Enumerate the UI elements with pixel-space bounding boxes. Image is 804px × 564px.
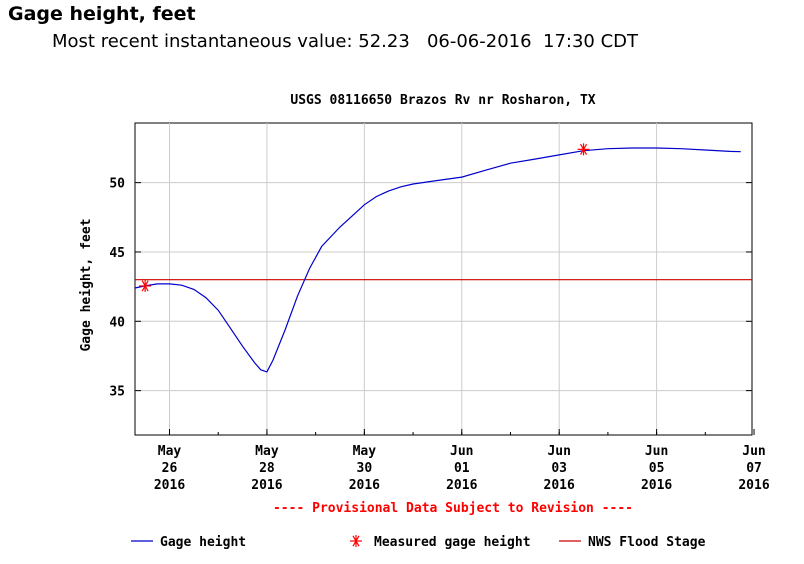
x-tick-label: 01 [454,461,470,476]
x-tick-label: May [353,444,377,459]
legend-asterisk [350,535,362,547]
x-tick-label: 07 [746,461,762,476]
x-tick-label: 2016 [446,478,477,493]
x-tick-label: May [255,444,279,459]
measured-point [139,279,152,292]
x-tick-label: 2016 [544,478,575,493]
x-tick-label: 2016 [641,478,672,493]
x-tick-label: 03 [551,461,567,476]
y-axis-label: Gage height, feet [79,218,94,351]
x-tick-label: 30 [357,461,373,476]
x-tick-label: Jun [547,444,570,459]
measured-point [577,143,590,156]
y-tick-label: 40 [109,315,125,330]
legend-measured: Measured gage height [374,535,531,550]
legend-asterisk-swatch [350,535,362,547]
series-layer [134,147,741,373]
x-tick-label: 2016 [349,478,380,493]
provisional-note: ---- Provisional Data Subject to Revisio… [273,501,633,516]
legend-flood-stage: NWS Flood Stage [588,535,706,550]
x-axis: May 26 2016 May 28 2016 May 30 2016 Jun 01 2016 Jun 0… [154,429,770,493]
x-tick-label: Jun [450,444,473,459]
grid-lines [135,123,752,435]
measured-layer [139,143,590,292]
series-line-gage-height [134,147,741,373]
page-title: Gage height, feet [8,3,196,25]
x-tick-label: May [158,444,182,459]
legend: Gage height Measured gage height NWS Flo… [131,535,706,550]
y-axis: 35 40 45 50 [109,177,752,400]
y-tick-label: 45 [109,246,125,261]
x-tick-label: 2016 [251,478,282,493]
legend-gage-height: Gage height [160,535,246,550]
x-tick-label: 2016 [738,478,769,493]
y-tick-label: 35 [109,385,125,400]
latest-value-readout: Most recent instantaneous value: 52.23 0… [52,31,639,52]
x-tick-label: 05 [649,461,665,476]
chart-title: USGS 08116650 Brazos Rv nr Rosharon, TX [290,93,595,108]
x-tick-label: 26 [162,461,178,476]
x-tick-label: Jun [645,444,668,459]
x-tick-label: 2016 [154,478,185,493]
x-tick-label: Jun [742,444,765,459]
plot-area [134,122,753,436]
y-tick-label: 50 [109,177,125,192]
x-tick-label: 28 [259,461,275,476]
